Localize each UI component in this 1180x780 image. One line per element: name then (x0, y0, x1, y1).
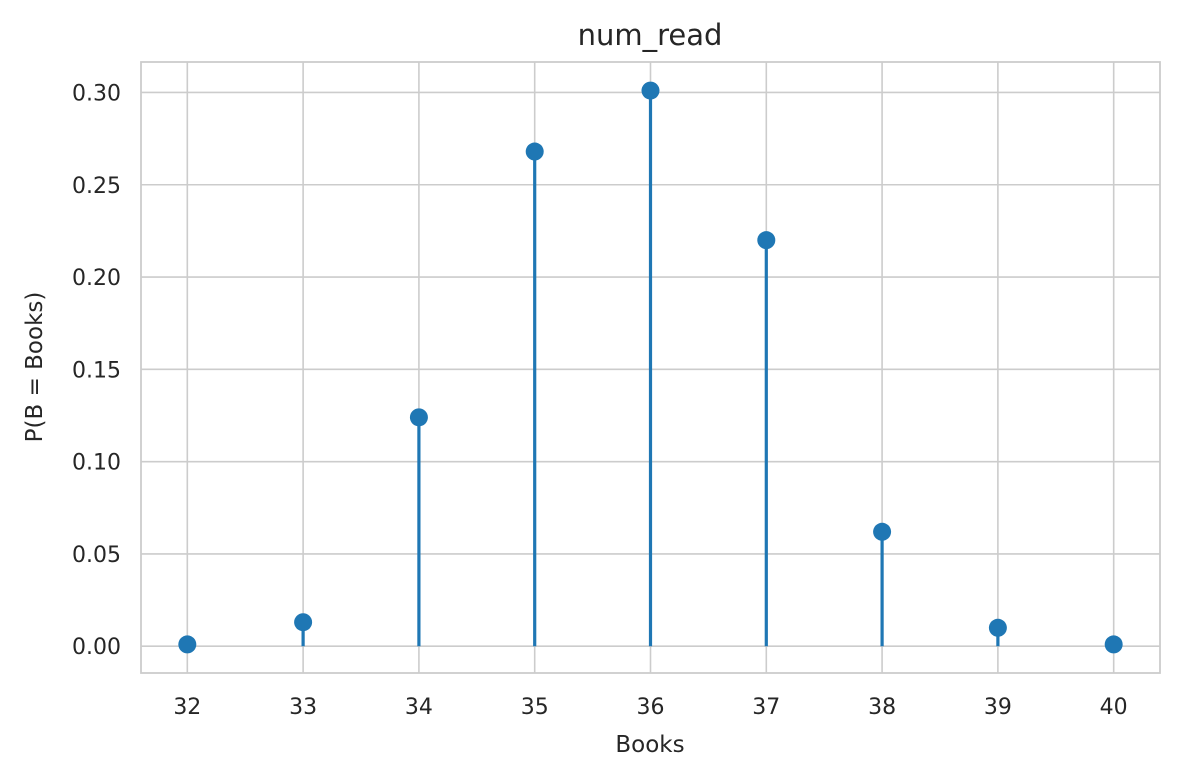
x-tick-label: 40 (1100, 695, 1128, 720)
data-point (294, 613, 313, 632)
y-tick-label: 0.00 (72, 635, 121, 660)
data-point (525, 142, 544, 161)
x-tick-label: 33 (289, 695, 317, 720)
x-tick-label: 35 (521, 695, 549, 720)
data-point (873, 522, 892, 541)
y-tick-labels: 0.00 0.05 0.10 0.15 0.20 0.25 0.30 (72, 81, 121, 660)
x-tick-label: 32 (173, 695, 201, 720)
y-tick-label: 0.10 (72, 451, 121, 476)
y-tick-label: 0.25 (72, 174, 121, 199)
data-point (178, 635, 197, 654)
markers (178, 81, 1123, 654)
y-tick-label: 0.15 (72, 358, 121, 383)
y-tick-label: 0.20 (72, 266, 121, 291)
y-tick-label: 0.30 (72, 81, 121, 106)
chart-title: num_read (578, 18, 723, 52)
x-tick-labels: 32 33 34 35 36 37 38 39 40 (173, 695, 1127, 720)
stems (185, 90, 1116, 647)
y-axis-label: P(B = Books) (22, 292, 48, 443)
x-tick-label: 36 (637, 695, 665, 720)
x-tick-label: 34 (405, 695, 433, 720)
x-tick-label: 39 (984, 695, 1012, 720)
x-tick-label: 38 (868, 695, 896, 720)
plot-frame (140, 61, 1161, 674)
data-point (988, 618, 1007, 637)
data-point (757, 231, 776, 250)
data-point (641, 81, 660, 100)
data-point (409, 408, 428, 427)
y-tick-label: 0.05 (72, 543, 121, 568)
data-point (1104, 635, 1123, 654)
x-tick-label: 37 (752, 695, 780, 720)
x-axis-label: Books (615, 732, 684, 758)
